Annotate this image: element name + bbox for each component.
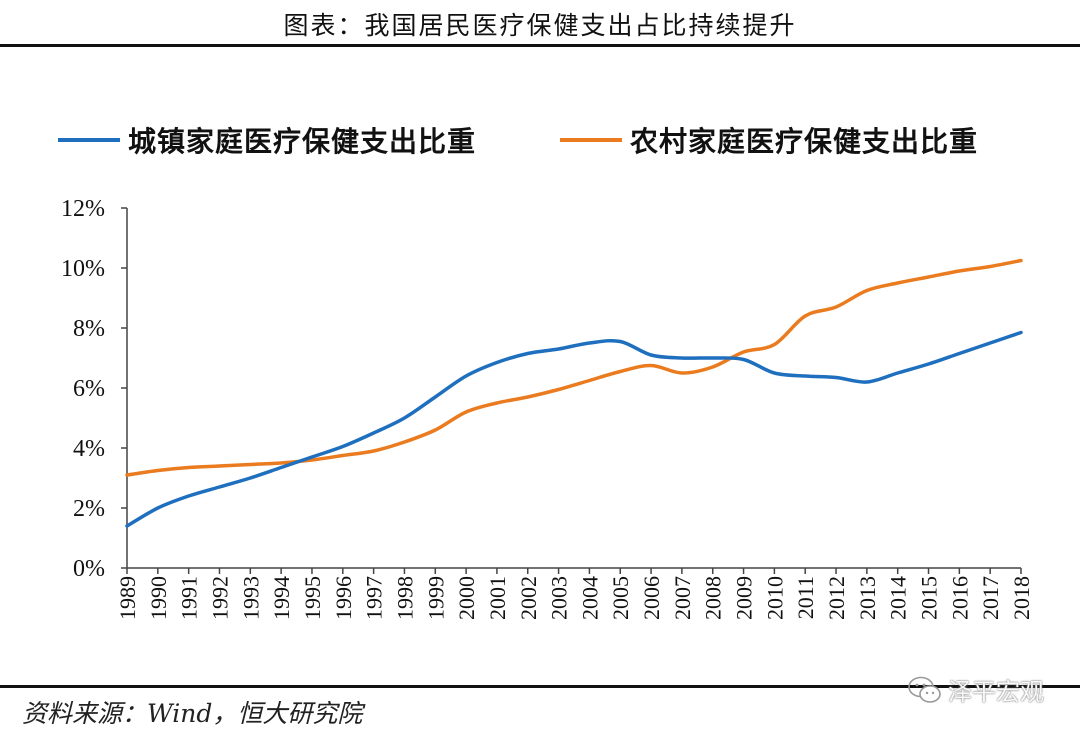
y-tick-label: 2%: [73, 496, 105, 522]
x-tick-label: 2001: [485, 576, 510, 620]
x-tick-label: 2014: [886, 576, 911, 620]
x-tick-label: 2008: [701, 576, 726, 620]
legend-item-urban: 城镇家庭医疗保健支出比重: [58, 120, 476, 160]
legend-swatch-urban: [58, 138, 120, 142]
x-tick-label: 2007: [670, 576, 695, 620]
x-tick-label: 1998: [392, 576, 417, 620]
legend-swatch-rural: [560, 138, 622, 142]
source-note: 资料来源：Wind，恒大研究院: [22, 699, 363, 728]
watermark: 泽平宏观: [908, 672, 1044, 707]
x-tick-label: 1999: [423, 576, 448, 620]
x-tick-label: 1997: [362, 576, 387, 620]
line-chart: 0% 2% 4% 6% 8% 10% 12% 1989 1990 1991 1992 1993 1994…: [61, 196, 1034, 620]
y-tick-label: 8%: [73, 316, 105, 342]
y-tick-label: 0%: [73, 556, 105, 582]
x-tick-label: 1994: [269, 576, 294, 620]
x-tick-label: 2002: [516, 576, 541, 620]
x-tick-label: 2006: [639, 576, 664, 620]
series-line-rural: [125, 258, 1023, 477]
x-tick-label: 1996: [331, 576, 356, 620]
x-tick-label: 2011: [793, 576, 818, 619]
x-tick-label: 2004: [577, 576, 602, 620]
x-tick-label: 1990: [146, 576, 171, 620]
x-tick-label: 2015: [917, 576, 942, 620]
title-divider: [0, 44, 1080, 47]
footer-divider: [0, 685, 1080, 688]
x-tick-label: 2016: [947, 576, 972, 620]
x-tick-label: 2000: [454, 576, 479, 620]
x-tick-label: 1991: [177, 576, 202, 620]
x-tick-label: 2003: [547, 576, 572, 620]
legend: 城镇家庭医疗保健支出比重 农村家庭医疗保健支出比重: [0, 120, 1080, 170]
x-tick-label: 1989: [115, 576, 140, 620]
wechat-icon: [908, 676, 941, 703]
watermark-text: 泽平宏观: [948, 678, 1044, 706]
x-tick-label: 1993: [238, 576, 263, 620]
y-tick-label: 12%: [61, 196, 105, 222]
x-tick-label: 2017: [978, 576, 1003, 620]
x-tick-label: 1995: [300, 576, 325, 620]
series-line-urban: [125, 330, 1023, 528]
x-tick-label: 2009: [732, 576, 757, 620]
x-tick-label: 2013: [855, 576, 880, 620]
y-tick-label: 4%: [73, 436, 105, 462]
legend-item-rural: 农村家庭医疗保健支出比重: [560, 120, 978, 160]
x-tick-label: 2018: [1009, 576, 1034, 620]
x-tick-label: 2010: [762, 576, 787, 620]
y-tick-label: 6%: [73, 376, 105, 402]
x-tick-label: 1992: [207, 576, 232, 620]
y-tick-label: 10%: [61, 256, 105, 282]
x-tick-label: 2005: [608, 576, 633, 620]
legend-label-rural: 农村家庭医疗保健支出比重: [630, 125, 979, 158]
x-tick-label: 2012: [824, 576, 849, 620]
chart-title: 图表：我国居民医疗保健支出占比持续提升: [283, 11, 797, 40]
legend-label-urban: 城镇家庭医疗保健支出比重: [128, 125, 477, 158]
